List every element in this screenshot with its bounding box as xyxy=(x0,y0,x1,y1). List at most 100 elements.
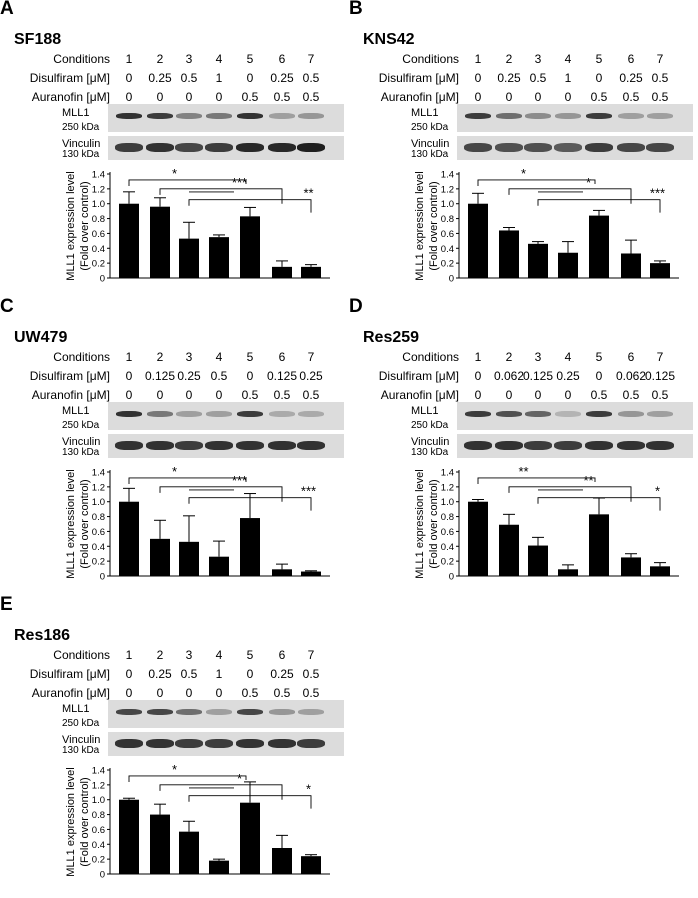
disulfiram-value: 0.062 xyxy=(493,369,525,383)
mll1-band xyxy=(206,113,232,119)
auranofin-value: 0.5 xyxy=(651,90,669,104)
mll1-band xyxy=(465,113,491,119)
auranofin-value: 0 xyxy=(474,388,482,402)
y-tick-label: 1.4 xyxy=(92,766,105,777)
mll1-band xyxy=(237,113,263,119)
vinculin-blot xyxy=(108,434,344,458)
bracket-1 xyxy=(128,179,247,186)
bracket-3 xyxy=(188,497,312,511)
disulfiram-value: 0 xyxy=(125,369,133,383)
mll1-band xyxy=(555,411,581,417)
auranofin-value: 0 xyxy=(215,388,223,402)
mll1-kda: 250 kDa xyxy=(62,420,100,431)
disulfiram-value: 0.5 xyxy=(302,667,320,681)
bar xyxy=(589,514,609,576)
mll1-kda: 250 kDa xyxy=(62,122,100,133)
disulfiram-value: 0.5 xyxy=(529,71,547,85)
mll1-band xyxy=(237,411,263,417)
bar xyxy=(528,243,548,278)
mll1-blot xyxy=(457,402,693,430)
vinculin-band xyxy=(175,739,203,748)
bar xyxy=(272,569,292,576)
cell-line-title: Res259 xyxy=(363,329,420,346)
conditions-value: 2 xyxy=(156,350,164,364)
auranofin-value: 0.5 xyxy=(302,388,320,402)
mll1-band xyxy=(525,113,551,119)
vinculin-band xyxy=(146,739,174,748)
conditions-value: 1 xyxy=(474,52,482,66)
auranofin-label: Auranofin [μM] xyxy=(31,686,110,700)
conditions-value: 2 xyxy=(156,648,164,662)
vinculin-kda: 130 kDa xyxy=(411,447,449,458)
bar xyxy=(558,569,578,576)
vinculin-label: Vinculin xyxy=(62,734,101,746)
significance-star: *** xyxy=(232,473,247,488)
disulfiram-value: 0 xyxy=(125,667,133,681)
auranofin-value: 0 xyxy=(534,90,542,104)
mll1-band xyxy=(269,113,295,119)
mll1-band xyxy=(496,411,522,417)
conditions-value: 3 xyxy=(185,648,193,662)
y-tick-label: 0.8 xyxy=(441,214,454,225)
conditions-value: 5 xyxy=(595,350,603,364)
y-tick-label: 0.8 xyxy=(92,512,105,523)
disulfiram-label: Disulfiram [μM] xyxy=(29,369,110,383)
auranofin-value: 0.5 xyxy=(241,90,259,104)
y-tick-label: 0.4 xyxy=(441,542,454,553)
disulfiram-label: Disulfiram [μM] xyxy=(29,667,110,681)
auranofin-value: 0 xyxy=(125,90,133,104)
mll1-band xyxy=(496,113,522,119)
disulfiram-value: 0.125 xyxy=(266,369,298,383)
y-tick-label: 1.0 xyxy=(92,497,105,508)
conditions-value: 5 xyxy=(595,52,603,66)
mll1-kda: 250 kDa xyxy=(411,420,449,431)
mll1-band xyxy=(116,709,142,715)
vinculin-kda: 130 kDa xyxy=(62,745,100,756)
conditions-label: Conditions xyxy=(53,648,110,662)
conditions-label: Conditions xyxy=(402,52,459,66)
panel-d: D Res259 Conditions 1 2 3 4 5 6 7 Disulfiram [μM] 0… xyxy=(349,296,698,596)
conditions-value: 6 xyxy=(278,350,286,364)
auranofin-value: 0 xyxy=(215,686,223,700)
y-axis-label: MLL1 expression level xyxy=(65,171,77,280)
disulfiram-value: 0 xyxy=(474,369,482,383)
disulfiram-value: 0 xyxy=(246,369,254,383)
significance-star: * xyxy=(172,166,177,181)
bar-chart: 0 0.2 0.4 0.6 0.8 1.0 1.2 1.4 MLL1 expression le… xyxy=(414,166,679,285)
conditions-value: 3 xyxy=(534,52,542,66)
significance-star: * xyxy=(172,762,177,777)
bar-chart: 0 0.2 0.4 0.6 0.8 1.0 1.2 1.4 MLL1 expression le… xyxy=(65,166,330,285)
auranofin-value: 0.5 xyxy=(273,686,291,700)
y-axis-label-2: (Fold over control) xyxy=(428,181,440,270)
panel-letter: A xyxy=(0,0,14,19)
mll1-kda: 250 kDa xyxy=(62,718,100,729)
bracket-3 xyxy=(537,497,661,511)
y-tick-label: 0.4 xyxy=(92,542,105,553)
bar xyxy=(468,203,488,278)
y-tick-label: 0.8 xyxy=(441,512,454,523)
bar xyxy=(272,848,292,874)
vinculin-band xyxy=(236,441,264,450)
auranofin-value: 0 xyxy=(125,686,133,700)
disulfiram-value: 0.25 xyxy=(270,71,294,85)
conditions-value: 4 xyxy=(564,52,572,66)
vinculin-band xyxy=(524,441,552,450)
mll1-band xyxy=(586,411,612,417)
y-axis-label-2: (Fold over control) xyxy=(79,479,91,568)
vinculin-band xyxy=(495,441,523,450)
y-tick-label: 0.4 xyxy=(92,244,105,255)
bar xyxy=(209,860,229,874)
conditions-value: 2 xyxy=(505,350,513,364)
significance-star: *** xyxy=(232,175,247,190)
disulfiram-value: 0.25 xyxy=(270,667,294,681)
bracket-3 xyxy=(188,199,312,213)
mll1-blot xyxy=(108,104,344,132)
bar xyxy=(650,566,670,576)
vinculin-band xyxy=(464,143,492,152)
y-tick-label: 1.4 xyxy=(441,170,454,181)
bracket-1 xyxy=(128,477,247,484)
bracket-2 xyxy=(159,486,283,502)
mll1-band xyxy=(116,113,142,119)
bar-chart: 0 0.2 0.4 0.6 0.8 1.0 1.2 1.4 MLL1 expression le… xyxy=(414,464,679,583)
auranofin-value: 0.5 xyxy=(651,388,669,402)
